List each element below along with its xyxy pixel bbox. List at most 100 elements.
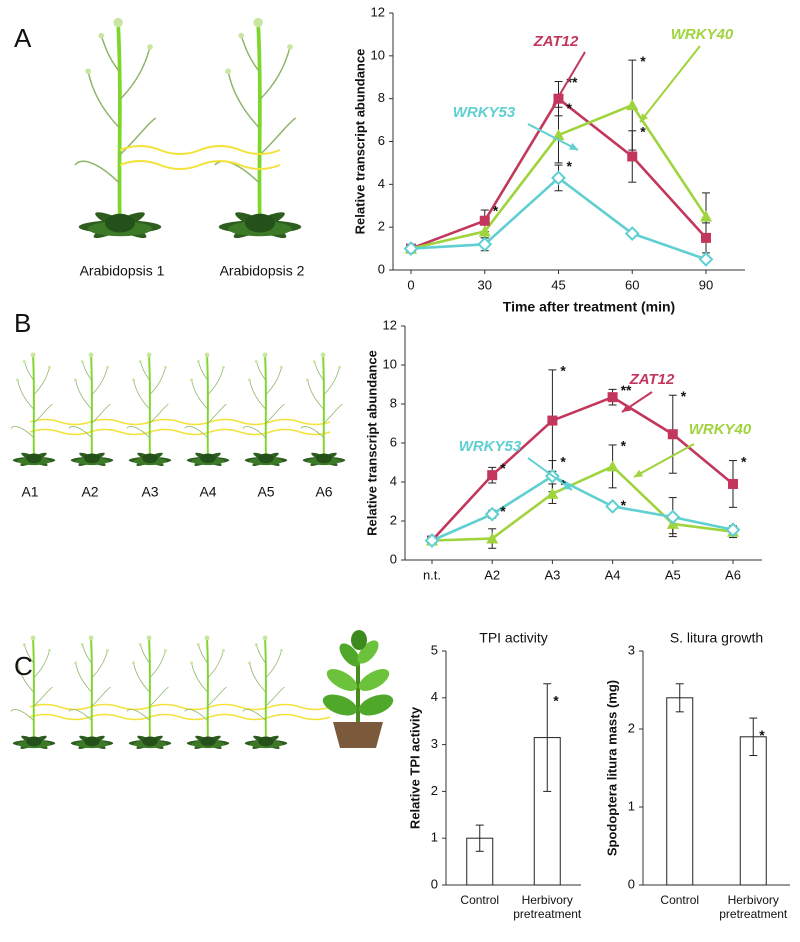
marker — [605, 498, 621, 514]
legend-arrow-head — [640, 113, 649, 122]
significance-label: * — [560, 363, 566, 379]
legend-label: WRKY40 — [689, 421, 752, 438]
legend-arrow — [552, 51, 586, 107]
y-tick-label: 10 — [383, 356, 397, 371]
marker — [698, 251, 714, 267]
legend-arrow-head — [563, 482, 572, 490]
legend-label: WRKY53 — [459, 438, 522, 455]
significance-label: * — [500, 503, 506, 519]
error-bar — [475, 824, 484, 852]
illustration-c — [9, 630, 394, 753]
x-tick-label-box: Herbivory pretreatment — [719, 893, 788, 921]
x-tick-label: Control — [460, 893, 500, 907]
series-line — [431, 395, 734, 542]
illustration-label: A6 — [315, 484, 332, 500]
legend-arrow-head — [553, 97, 561, 106]
y-tick-label: 0 — [628, 876, 635, 891]
x-tick-label: Herbivory pretreatment — [719, 893, 788, 921]
x-tick-label: Herbivory pretreatment — [513, 893, 582, 921]
y-tick-label: 1 — [431, 830, 438, 845]
y-tick-label: 4 — [431, 689, 438, 704]
y-tick-label: 1 — [628, 798, 635, 813]
x-tick-label: 30 — [478, 277, 492, 292]
marker — [626, 99, 639, 111]
x-tick-label: A2 — [484, 567, 500, 582]
marker — [624, 226, 640, 242]
significance-label: ** — [567, 74, 578, 90]
y-tick-label: 2 — [390, 512, 397, 527]
y-tick-label: 0 — [431, 876, 438, 891]
marker — [627, 151, 638, 162]
illustration-label: A1 — [21, 484, 38, 500]
y-axis-label: Spodoptera litura mass (mg) — [604, 680, 619, 856]
x-tick-label: A4 — [605, 567, 621, 582]
y-tick-label: 5 — [431, 642, 438, 657]
y-tick-label: 3 — [628, 642, 635, 657]
legend-arrow-head — [622, 404, 631, 412]
marker — [486, 532, 499, 544]
y-tick-label: 12 — [383, 317, 397, 332]
x-tick-label-box: Control — [460, 893, 500, 907]
y-tick-label: 6 — [378, 133, 385, 148]
illustration-label: A4 — [199, 484, 216, 500]
significance-label: * — [640, 123, 646, 139]
marker — [700, 210, 712, 222]
x-tick-label: 45 — [551, 277, 565, 292]
x-axis-label: Time after treatment (min) — [503, 299, 675, 315]
y-tick-label: 2 — [378, 219, 385, 234]
significance-label: * — [681, 388, 687, 404]
legend-arrow — [527, 457, 573, 491]
illustration-label: A5 — [257, 484, 274, 500]
y-tick-label: 6 — [390, 434, 397, 449]
marker — [477, 236, 493, 252]
x-tick-label: A3 — [544, 567, 560, 582]
x-tick-label: 60 — [625, 277, 639, 292]
x-tick-label: 90 — [699, 277, 713, 292]
significance-label: * — [560, 453, 566, 469]
significance-label: ** — [621, 382, 632, 398]
x-tick-label: 0 — [407, 277, 414, 292]
panel-label: B — [14, 308, 31, 338]
marker — [606, 460, 619, 472]
legend-label: WRKY53 — [453, 104, 516, 121]
y-tick-label: 4 — [378, 176, 385, 191]
marker — [478, 225, 491, 237]
bar — [739, 736, 767, 886]
legend-arrow — [527, 123, 579, 151]
marker — [607, 392, 618, 403]
y-tick-label: 2 — [431, 783, 438, 798]
y-tick-label: 2 — [628, 720, 635, 735]
legend-arrow — [633, 443, 695, 478]
significance-label: * — [493, 203, 499, 219]
legend-label: ZAT12 — [533, 33, 579, 50]
illustration-b — [9, 351, 347, 470]
x-tick-label: A5 — [665, 567, 681, 582]
marker — [725, 522, 741, 538]
illustration-label: A2 — [81, 484, 98, 500]
panel-label: A — [14, 23, 32, 53]
significance-label: * — [553, 692, 559, 708]
y-axis-label: Relative transcript abundance — [364, 350, 379, 536]
marker — [667, 429, 678, 440]
chart-title: S. litura growth — [670, 630, 763, 646]
marker — [551, 170, 566, 186]
significance-label: * — [621, 497, 627, 513]
error-bar — [749, 717, 758, 757]
legend-label: ZAT12 — [629, 371, 675, 388]
marker — [665, 509, 681, 525]
x-tick-label: n.t. — [423, 567, 441, 582]
bar — [666, 697, 694, 886]
illustration-label: A3 — [141, 484, 158, 500]
legend-arrow-head — [634, 469, 643, 477]
y-tick-label: 12 — [371, 4, 385, 19]
x-tick-label-box: Herbivory pretreatment — [513, 893, 582, 921]
illustration-label: Arabidopsis 2 — [220, 263, 305, 279]
chart-title: TPI activity — [479, 630, 547, 646]
marker — [701, 232, 711, 243]
error-bar — [675, 683, 684, 713]
significance-label: * — [759, 727, 765, 743]
x-tick-label: Control — [660, 893, 700, 907]
y-tick-label: 10 — [371, 47, 385, 62]
significance-label: * — [500, 460, 506, 476]
y-tick-label: 8 — [390, 395, 397, 410]
